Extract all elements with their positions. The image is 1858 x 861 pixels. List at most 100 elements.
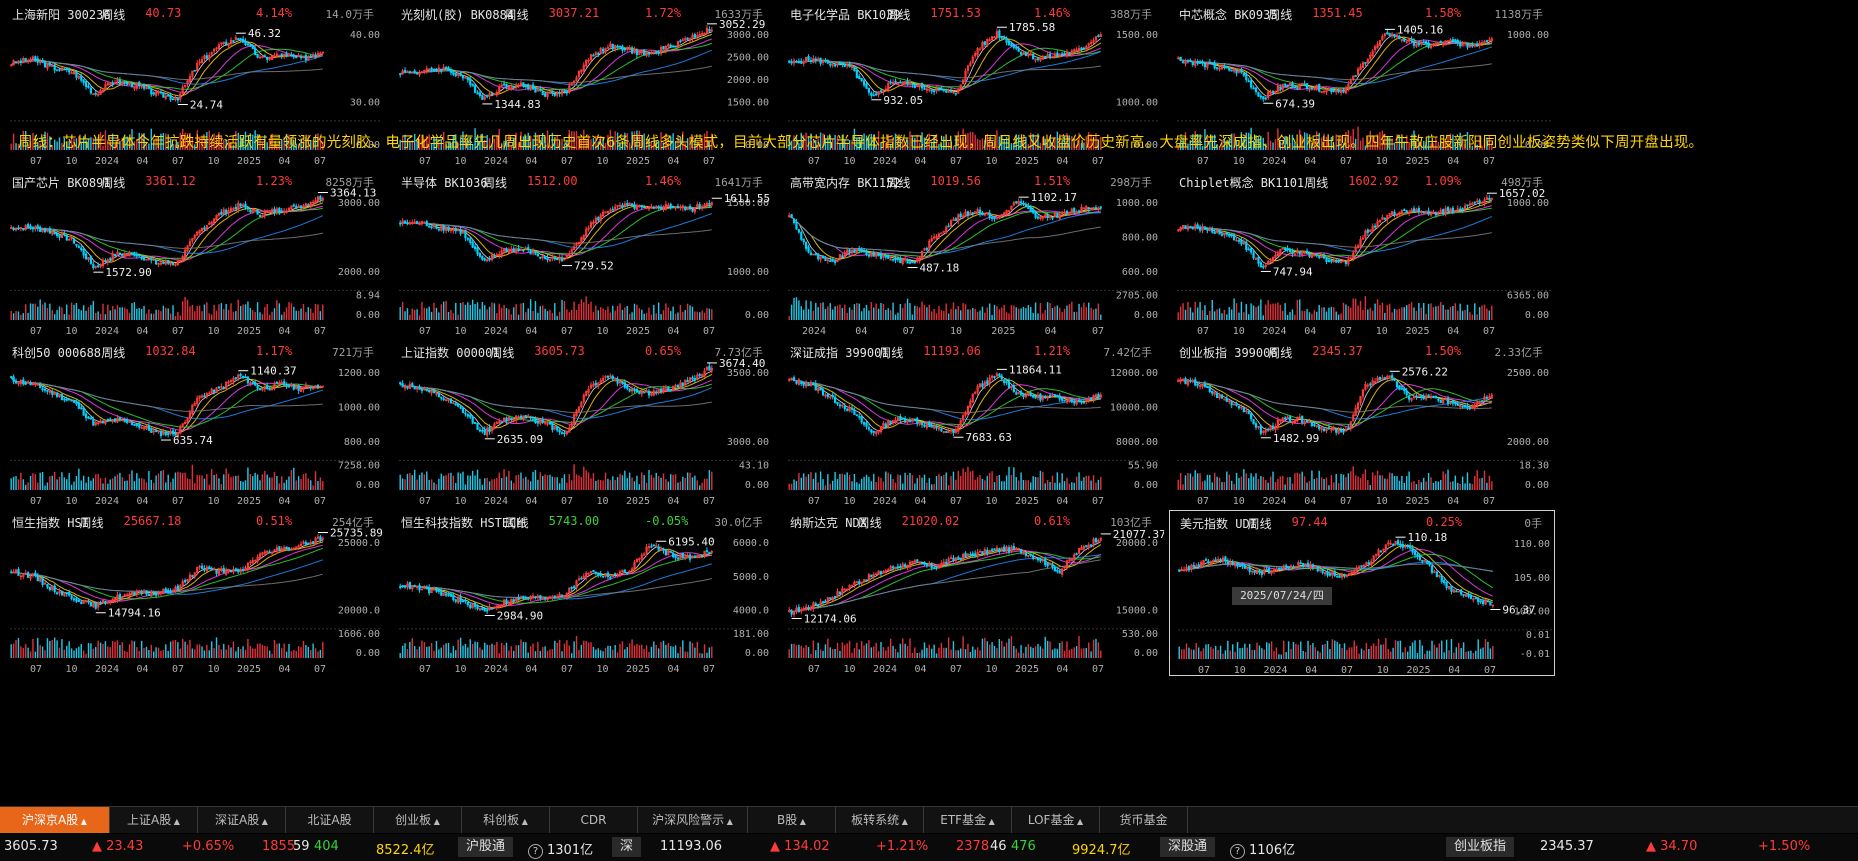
volume-bar	[592, 473, 595, 490]
volume-bar	[667, 142, 670, 150]
volume-bar	[481, 302, 484, 320]
volume-bar	[904, 472, 906, 490]
volume-bar	[699, 485, 701, 490]
volume-bar	[974, 308, 976, 320]
candle-body	[270, 387, 274, 391]
volume-bar	[1393, 476, 1396, 490]
candle-body	[577, 406, 581, 412]
candle-body	[1206, 228, 1209, 231]
stock-name: 上海新阳 300236	[12, 8, 111, 22]
volume-bar	[406, 142, 409, 150]
chart-panel[interactable]: 高带宽内存 BK1152 周线 1019.56 1.51% 298万手 1000.00 80…	[780, 170, 1164, 338]
volume-bar	[1369, 485, 1371, 490]
volume-bar	[1481, 145, 1483, 150]
candle-body	[1230, 69, 1233, 72]
volume-bar	[1097, 303, 1100, 320]
candle-body	[1082, 401, 1085, 404]
candle-body	[788, 378, 791, 381]
candle-body	[659, 207, 663, 210]
candle-body	[580, 69, 583, 73]
candle-body	[1437, 213, 1440, 216]
volume-bar	[153, 313, 155, 320]
chart-panel[interactable]: 电子化学品 BK1039 周线 1751.53 1.46% 388万手 1500.00 10…	[780, 2, 1164, 168]
volume-bar	[498, 303, 500, 320]
chart-panel[interactable]: 创业板指 399006 周线 2345.37 1.50% 2.33亿手 2500.00 20…	[1169, 340, 1555, 508]
candle-body	[993, 216, 996, 220]
candle-body	[104, 260, 107, 262]
volume-bar	[604, 310, 607, 320]
candle-body	[824, 257, 827, 261]
volume-bar	[481, 484, 484, 490]
chart-panel[interactable]: 深证成指 399001 周线 11193.06 1.21% 7.42亿手 12000.00…	[780, 340, 1164, 508]
candle-body	[1454, 210, 1457, 213]
volume-label: 388万手	[1110, 8, 1152, 21]
candle-body	[838, 254, 842, 259]
panel-header: 半导体 BK1036 周线 1512.00 1.46% 1641万手	[397, 174, 769, 192]
volume-bar	[1228, 139, 1230, 150]
chart-panel[interactable]: 半导体 BK1036 周线 1512.00 1.46% 1641万手 1500.00 100…	[391, 170, 775, 338]
candle-body	[150, 429, 153, 433]
candle-body	[870, 92, 873, 96]
last-price: 2345.37	[1312, 344, 1363, 358]
y-tick-label: 2500.00	[727, 53, 769, 64]
high-price-label: 46.32	[248, 27, 281, 40]
candle-body	[1213, 392, 1216, 395]
chart-panel[interactable]: 光刻机(胶) BK0884 周线 3037.21 1.72% 1633万手 3000.00…	[391, 2, 775, 168]
candle-body	[1228, 400, 1231, 403]
chart-panel[interactable]: 科创50 000688 周线 1032.84 1.17% 721万手 1200.00 100…	[2, 340, 386, 508]
volume-bar	[203, 478, 206, 490]
volume-bar	[851, 481, 853, 490]
candle-body	[558, 92, 561, 94]
volume-bar	[305, 136, 307, 150]
volume-bar	[401, 478, 404, 490]
chart-panel[interactable]: 中芯概念 BK0935 周线 1351.45 1.58% 1138万手 1000.00 0.…	[1169, 2, 1555, 168]
volume-bar	[181, 129, 184, 150]
volume-bar	[1269, 304, 1272, 320]
volume-bar	[1030, 132, 1032, 150]
volume-bar	[201, 135, 203, 150]
volume-bar	[981, 138, 984, 150]
volume-bar	[1247, 478, 1250, 490]
chart-panel[interactable]: 上海新阳 300236 周线 40.73 4.14% 14.0万手 40.00 30.00 0…	[2, 2, 386, 168]
candle-body	[573, 80, 576, 84]
x-tick-label: 04	[855, 326, 867, 337]
candle-body	[229, 380, 233, 382]
candle-body	[1068, 52, 1071, 55]
chart-panel[interactable]: Chiplet概念 BK1101 周线 1602.92 1.09% 498万手 1000.…	[1169, 170, 1555, 338]
candle-body	[805, 383, 808, 387]
candle-body	[645, 207, 648, 210]
volume-bar	[986, 475, 988, 490]
candle-body	[106, 259, 109, 263]
candle-body	[577, 241, 581, 245]
volume-bar	[426, 308, 428, 320]
chart-panel[interactable]: 上证指数 000001 周线 3605.73 0.65% 7.73亿手 3500.00 30…	[391, 340, 775, 508]
candle-body	[1461, 42, 1464, 47]
candle-body	[1027, 54, 1030, 57]
candle-body	[974, 53, 977, 57]
chart-panel[interactable]: 国产芯片 BK0891 周线 3361.12 1.23% 8258万手 3000.00 20…	[2, 170, 386, 338]
volume-bar	[549, 309, 551, 320]
candle-body	[147, 425, 150, 431]
volume-bar	[1420, 142, 1423, 150]
candle-body	[862, 421, 866, 425]
volume-bar	[177, 471, 179, 490]
volume-bar	[1216, 144, 1218, 150]
candle-body	[635, 388, 639, 393]
candle-body	[249, 44, 252, 47]
candle-body	[676, 384, 680, 388]
volume-bar	[1199, 134, 1201, 150]
volume-bar	[873, 134, 875, 150]
candle-body	[77, 76, 80, 79]
